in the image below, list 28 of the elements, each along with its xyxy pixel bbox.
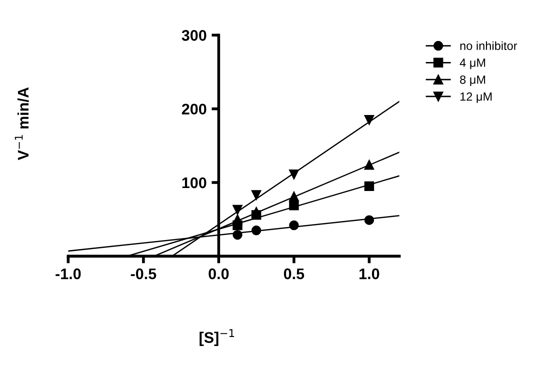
point	[289, 192, 299, 202]
legend-label: 12 μM	[460, 92, 492, 103]
point	[364, 115, 374, 125]
legend-label: 4 μM	[460, 58, 486, 70]
point	[364, 160, 374, 170]
legend-label: no inhibitor	[460, 41, 518, 50]
x-tick-label: 1.0	[360, 268, 380, 280]
x-tick-label: 0.5	[284, 268, 304, 280]
x-tick-label: 0.0	[208, 268, 229, 280]
x-axis-title: [S]$^{−1}$	[200, 329, 234, 346]
point	[251, 226, 262, 236]
y-tick-label: 100	[182, 177, 206, 188]
point	[251, 207, 262, 217]
point	[289, 200, 299, 210]
point	[251, 190, 262, 200]
point	[289, 220, 299, 230]
x-tick-label: -1.0	[56, 268, 81, 280]
point	[232, 204, 242, 215]
point	[289, 170, 299, 180]
point	[364, 181, 374, 192]
y-axis-title: V$^{−1}$ min/A	[14, 87, 29, 160]
point	[364, 215, 374, 225]
legend-label: 8 μM	[460, 75, 486, 86]
y-tick-label: 300	[182, 30, 206, 41]
point	[232, 214, 242, 224]
y-tick-label: 200	[182, 104, 206, 115]
point	[232, 230, 242, 240]
x-tick-label: -0.5	[130, 268, 156, 280]
